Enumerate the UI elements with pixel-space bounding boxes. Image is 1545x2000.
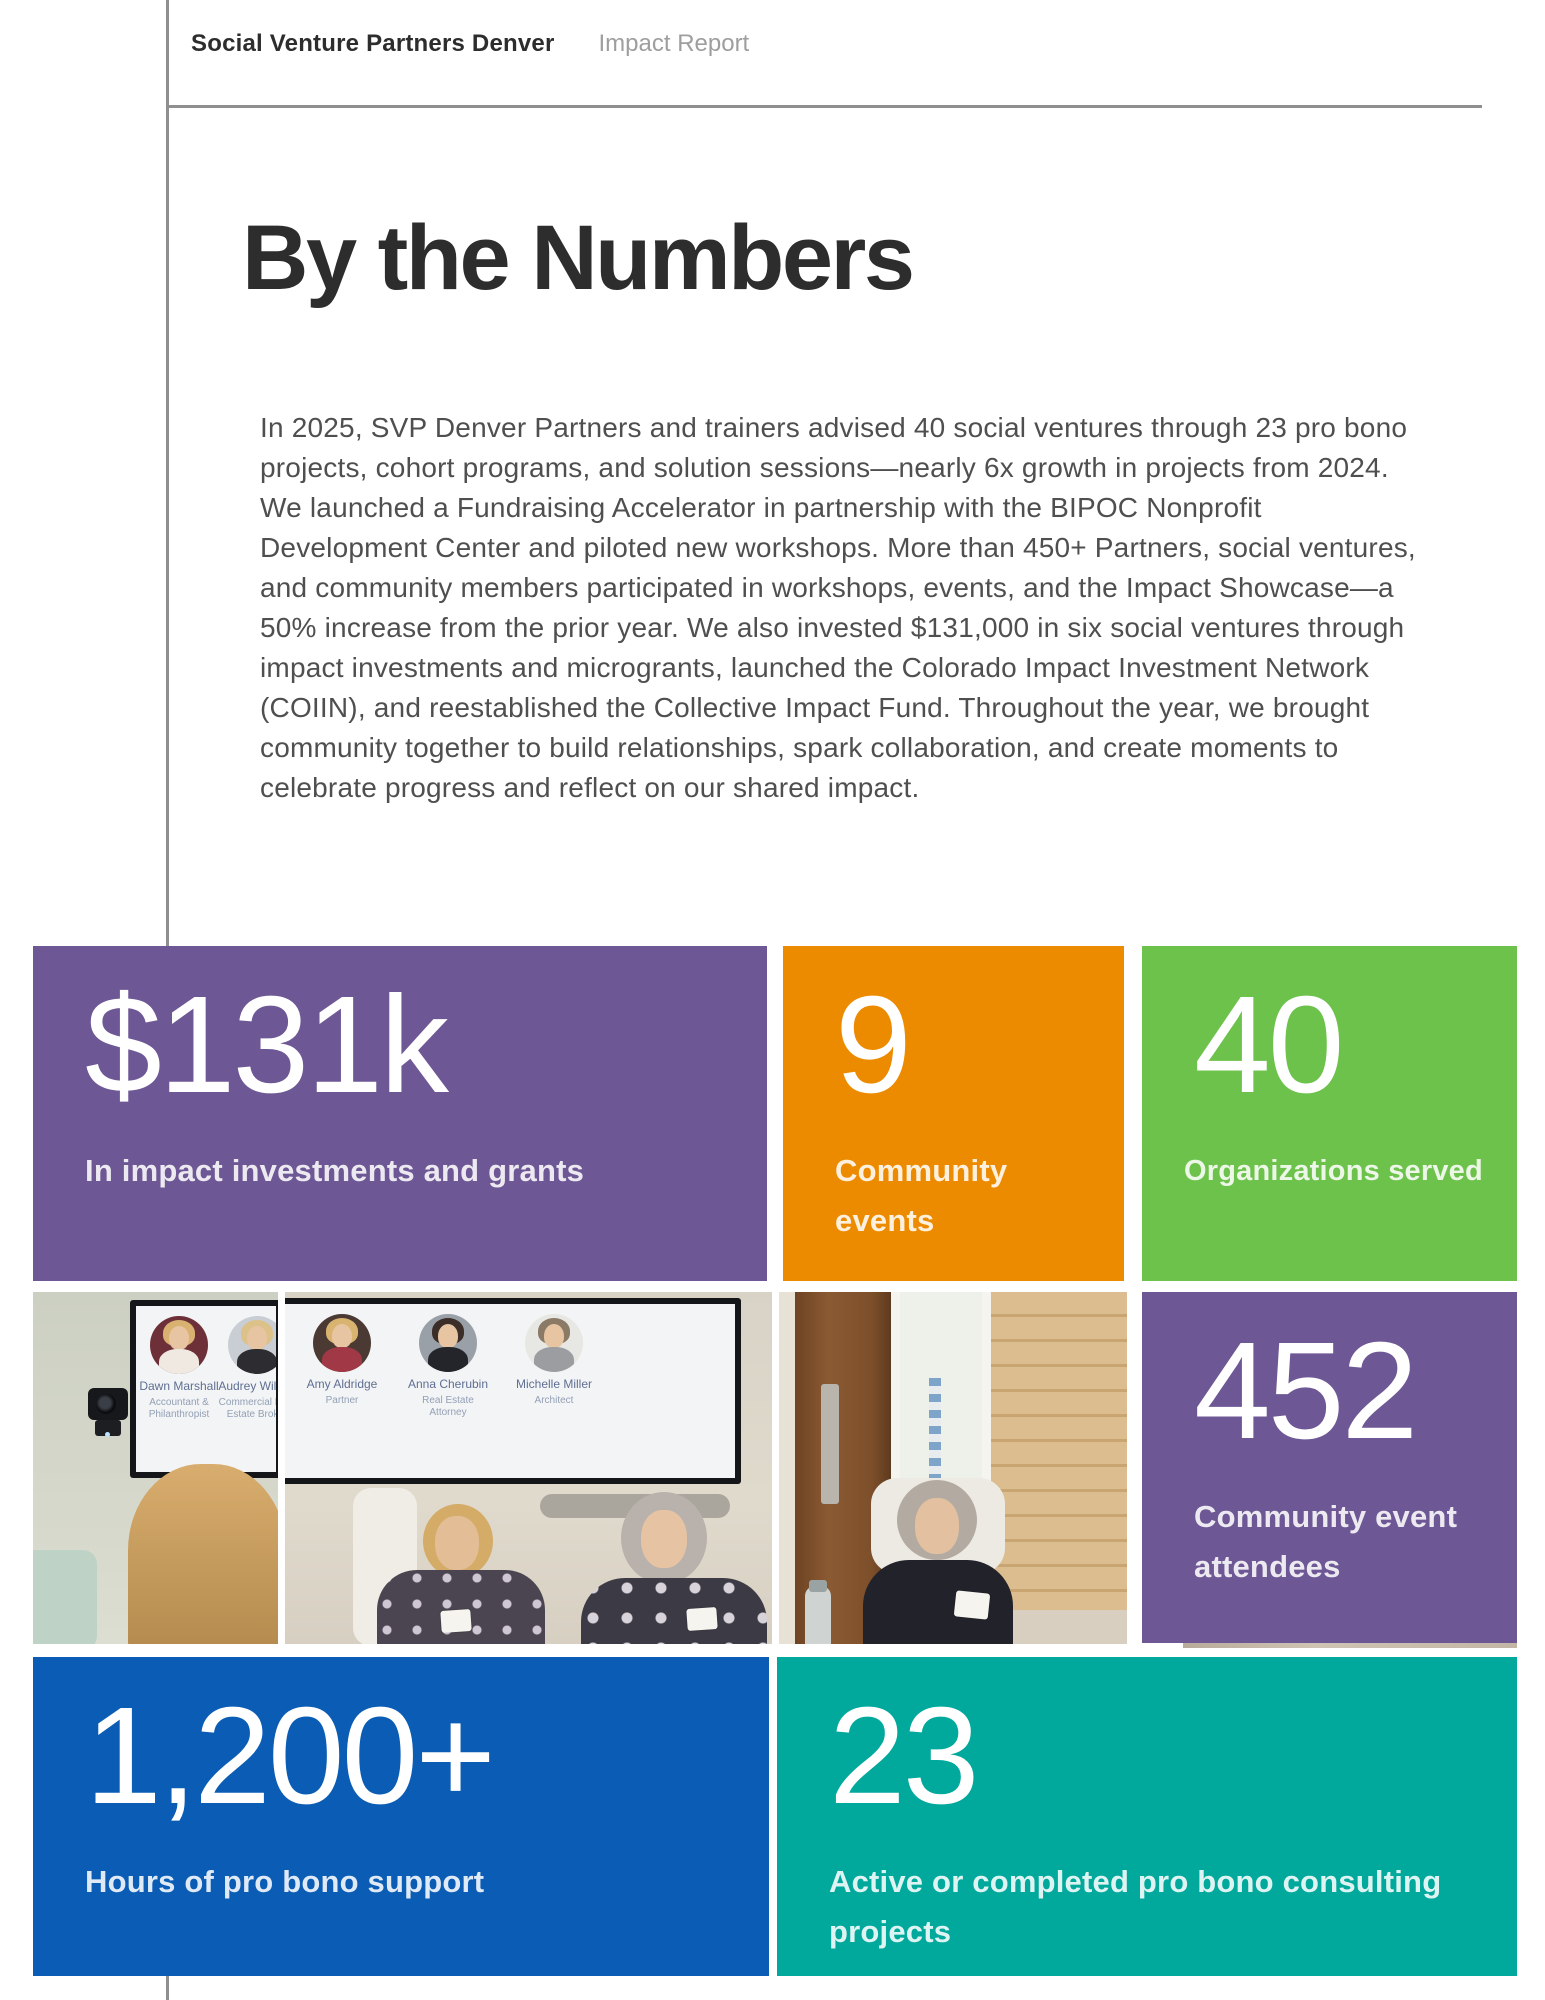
headshot-role: Commercial Real Estate Broker bbox=[218, 1396, 276, 1421]
tv-screen-center: Amy Aldridge Partner Anna Cherubin Real … bbox=[285, 1304, 735, 1478]
brand-name: Social Venture Partners Denver bbox=[191, 30, 555, 57]
stat-value-consulting-projects: 23 bbox=[829, 1679, 979, 1833]
screen-headshot-audrey-wilson: Audrey Wilson Commercial Real Estate Bro… bbox=[214, 1316, 276, 1422]
tv-display-left: Dawn Marshall Accountant & Philanthropis… bbox=[130, 1300, 278, 1478]
person-body bbox=[534, 1347, 574, 1372]
person-body bbox=[322, 1347, 362, 1372]
headshot-circle bbox=[150, 1316, 208, 1374]
headshot-role: Real Estate Attorney bbox=[422, 1394, 474, 1419]
stat-label-investments: In impact investments and grants bbox=[85, 1153, 585, 1188]
seated-attendee-back bbox=[128, 1464, 278, 1644]
stat-tile-consulting-projects: 23 Active or completed pro bono consulti… bbox=[777, 1657, 1517, 1976]
headshot-role: Architect bbox=[534, 1394, 574, 1406]
photo-conference-room-left: Dawn Marshall Accountant & Philanthropis… bbox=[33, 1292, 278, 1644]
attendee-two-torso bbox=[581, 1578, 767, 1644]
water-bottle-cap bbox=[809, 1580, 827, 1592]
stat-tile-community-events: 9 Community events bbox=[783, 946, 1124, 1281]
attendee-three-face bbox=[915, 1498, 959, 1554]
horizontal-rule bbox=[166, 105, 1482, 108]
photo-conference-room-right bbox=[779, 1292, 1127, 1644]
headshot-name: Dawn Marshall bbox=[139, 1379, 219, 1393]
screen-headshot-anna-cherubin: Anna Cherubin Real Estate Attorney bbox=[405, 1314, 491, 1420]
camera-mount bbox=[95, 1420, 121, 1436]
person-body bbox=[428, 1347, 468, 1372]
person-face bbox=[169, 1326, 189, 1350]
page-title: By the Numbers bbox=[242, 207, 915, 309]
page-header: Social Venture Partners Denver Impact Rep… bbox=[191, 30, 749, 58]
stat-label-organizations-served: Organizations served bbox=[1184, 1155, 1483, 1187]
name-tag bbox=[440, 1608, 472, 1634]
tv-display-center: Amy Aldridge Partner Anna Cherubin Real … bbox=[285, 1298, 741, 1484]
stat-label-consulting-projects: Active or completed pro bono consulting … bbox=[829, 1864, 1442, 1949]
water-bottle bbox=[805, 1586, 831, 1644]
vertical-rule-top bbox=[166, 0, 169, 946]
vertical-rule-bottom bbox=[166, 1976, 169, 2000]
headshot-circle bbox=[313, 1314, 371, 1372]
stat-tile-event-attendees: 452 Community event attendees bbox=[1142, 1292, 1517, 1643]
stat-label-community-events: Community events bbox=[835, 1153, 1008, 1238]
person-face bbox=[438, 1324, 458, 1348]
attendee-one-face bbox=[435, 1516, 479, 1570]
headshot-name: Michelle Miller bbox=[515, 1377, 592, 1391]
stat-value-pro-bono-hours: 1,200+ bbox=[85, 1679, 496, 1833]
stat-tile-investments: $131k In impact investments and grants bbox=[33, 946, 767, 1281]
person-face bbox=[332, 1324, 352, 1348]
photo-edge-sliver bbox=[1183, 1643, 1517, 1648]
person-body bbox=[159, 1349, 199, 1374]
camera-lens bbox=[96, 1394, 116, 1414]
stat-value-event-attendees: 452 bbox=[1194, 1314, 1418, 1468]
headshot-role: Partner bbox=[325, 1394, 359, 1406]
headshot-name: Amy Aldridge bbox=[306, 1377, 378, 1391]
stat-value-community-events: 9 bbox=[835, 968, 912, 1122]
stat-label-event-attendees: Community event attendees bbox=[1194, 1499, 1458, 1584]
headshot-name: Audrey Wilson bbox=[218, 1379, 276, 1393]
headshot-name: Anna Cherubin bbox=[407, 1377, 489, 1391]
panel-labels bbox=[929, 1378, 941, 1488]
attendee-one-torso bbox=[377, 1570, 545, 1644]
attendee-two-face bbox=[641, 1510, 687, 1568]
headshot-circle bbox=[419, 1314, 477, 1372]
photo-conference-room-center: Amy Aldridge Partner Anna Cherubin Real … bbox=[285, 1292, 772, 1644]
person-body bbox=[237, 1349, 276, 1374]
attendee-three-torso bbox=[863, 1560, 1013, 1644]
headshot-circle bbox=[525, 1314, 583, 1372]
person-face bbox=[544, 1324, 564, 1348]
screen-headshot-dawn-marshall: Dawn Marshall Accountant & Philanthropis… bbox=[136, 1316, 222, 1422]
tv-screen-left: Dawn Marshall Accountant & Philanthropis… bbox=[136, 1306, 276, 1472]
intro-paragraph: In 2025, SVP Denver Partners and trainer… bbox=[260, 412, 1416, 803]
screen-headshot-michelle-miller: Michelle Miller Architect bbox=[511, 1314, 597, 1407]
door-push-plate bbox=[821, 1384, 839, 1504]
screen-headshot-amy-aldridge: Amy Aldridge Partner bbox=[299, 1314, 385, 1407]
camera-led bbox=[105, 1432, 110, 1437]
person-face bbox=[247, 1326, 267, 1350]
stat-tile-organizations-served: 40 Organizations served bbox=[1142, 946, 1517, 1281]
name-tag bbox=[686, 1606, 718, 1632]
stat-value-organizations-served: 40 bbox=[1194, 968, 1344, 1122]
name-tag bbox=[953, 1590, 991, 1620]
stat-tile-pro-bono-hours: 1,200+ Hours of pro bono support bbox=[33, 1657, 769, 1976]
stat-value-investments: $131k bbox=[85, 968, 449, 1122]
headshot-role: Accountant & Philanthropist bbox=[148, 1396, 210, 1421]
chair bbox=[33, 1550, 97, 1644]
report-section-label: Impact Report bbox=[598, 30, 750, 57]
stat-label-pro-bono-hours: Hours of pro bono support bbox=[85, 1864, 485, 1899]
headshot-circle bbox=[228, 1316, 276, 1374]
